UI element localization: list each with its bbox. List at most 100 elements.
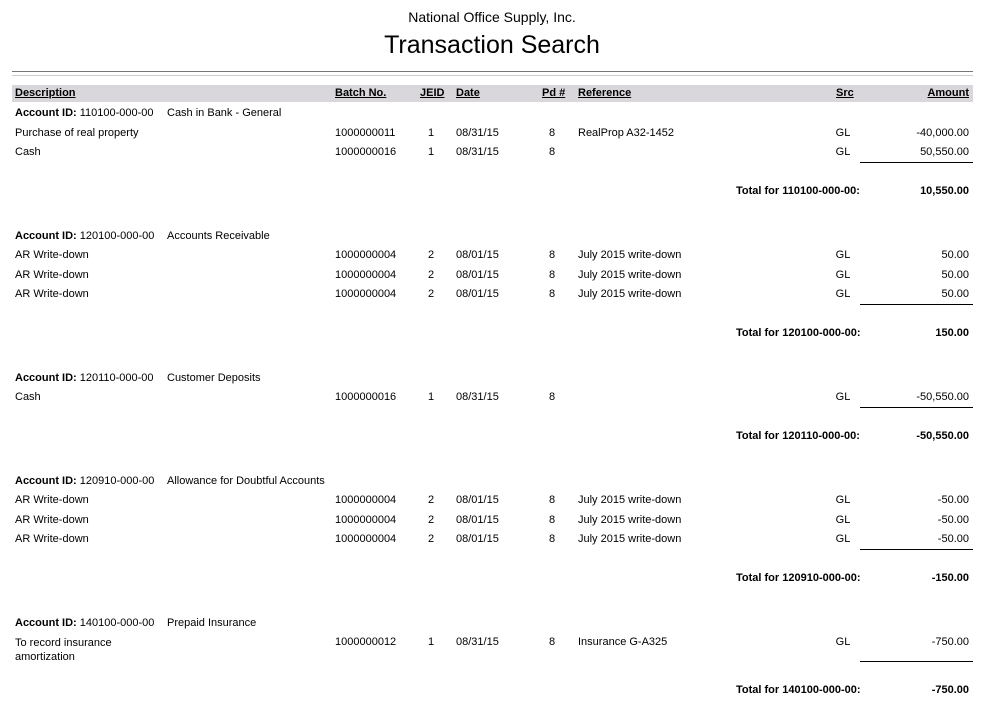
cell-pd: 8 <box>548 126 556 139</box>
total-label: Total for 120910-000-00: <box>736 571 861 584</box>
cell-jeid: 2 <box>427 513 435 526</box>
account-id-label: Account ID: 140100-000-00 <box>15 617 154 629</box>
cell-pd: 8 <box>548 513 556 526</box>
cell-pd: 8 <box>548 249 556 261</box>
account-name: Cash in Bank - General <box>167 107 282 119</box>
cell-jeid: 2 <box>427 268 435 281</box>
cell-batch: 1000000004 <box>335 268 397 281</box>
account-total-row: Total for 120910-000-00: -150.00 <box>0 569 988 589</box>
account-total-row: Total for 140100-000-00: -750.00 <box>0 681 988 701</box>
total-label: Total for 140100-000-00: <box>736 684 861 696</box>
account-total-row: Total for 120100-000-00: 150.00 <box>0 324 988 344</box>
cell-description: AR Write-down <box>15 288 89 300</box>
report-body: Account ID: 110100-000-00 Cash in Bank - G… <box>0 104 988 701</box>
account-header: Account ID: 110100-000-00 Cash in Bank - G… <box>0 104 988 124</box>
cell-date: 08/01/15 <box>456 249 499 261</box>
column-header-reference[interactable]: Reference <box>578 87 632 99</box>
account-id-label: Account ID: 120110-000-00 <box>15 372 154 384</box>
account-label-text: Account ID: <box>15 107 77 119</box>
cell-amount: -50.00 <box>937 494 969 506</box>
cell-pd: 8 <box>548 391 556 403</box>
underline-rule <box>860 406 973 408</box>
cell-amount: -750.00 <box>931 636 969 648</box>
cell-date: 08/01/15 <box>456 533 499 545</box>
table-row: Purchase of real property 1000000011 1 08/3… <box>0 124 988 144</box>
cell-description: AR Write-down <box>15 268 89 281</box>
cell-description: AR Write-down <box>15 494 89 506</box>
column-header-date[interactable]: Date <box>456 87 480 99</box>
table-row: AR Write-down 1000000004 2 08/01/15 8 July 20… <box>0 530 988 550</box>
account-id-label: Account ID: 120910-000-00 <box>15 475 154 487</box>
cell-description: AR Write-down <box>15 533 89 545</box>
cell-date: 08/31/15 <box>456 146 499 158</box>
total-amount: -150.00 <box>931 571 969 584</box>
underline-rule <box>860 548 973 550</box>
cell-amount: 50.00 <box>941 249 969 261</box>
account-label-text: Account ID: <box>15 229 77 242</box>
cell-src: GL <box>835 513 851 526</box>
cell-date: 08/01/15 <box>456 494 499 506</box>
cell-jeid: 1 <box>427 126 435 139</box>
cell-amount: 50,550.00 <box>920 146 969 158</box>
cell-batch: 1000000004 <box>335 513 397 526</box>
section-gap <box>0 447 988 472</box>
total-amount: 10,550.00 <box>920 184 969 197</box>
cell-pd: 8 <box>548 288 556 300</box>
section-gap <box>0 202 988 227</box>
report-title: Transaction Search <box>384 31 600 59</box>
table-row: AR Write-down 1000000004 2 08/01/15 8 July 20… <box>0 266 988 286</box>
cell-date: 08/01/15 <box>456 268 499 281</box>
cell-batch: 1000000012 <box>335 636 397 648</box>
cell-amount: 50.00 <box>941 268 969 281</box>
column-header-jeid[interactable]: JEID <box>420 87 445 99</box>
table-row: AR Write-down 1000000004 2 08/01/15 8 July 20… <box>0 246 988 266</box>
cell-jeid: 1 <box>427 391 435 403</box>
account-header: Account ID: 140100-000-00 Prepaid Insuranc… <box>0 614 988 634</box>
account-id-label: Account ID: 110100-000-00 <box>15 107 154 119</box>
cell-date: 08/01/15 <box>456 288 499 300</box>
table-row: AR Write-down 1000000004 2 08/01/15 8 July 20… <box>0 285 988 305</box>
cell-src: GL <box>835 268 851 281</box>
column-header-amount[interactable]: Amount <box>927 87 969 99</box>
cell-reference: July 2015 write-down <box>578 494 682 506</box>
cell-date: 08/31/15 <box>456 391 499 403</box>
cell-description: AR Write-down <box>15 249 89 261</box>
cell-jeid: 1 <box>427 636 435 648</box>
cell-description: AR Write-down <box>15 513 89 526</box>
cell-src: GL <box>835 146 851 158</box>
total-label: Total for 120100-000-00: <box>736 326 861 339</box>
total-amount: -50,550.00 <box>916 429 969 442</box>
cell-date: 08/01/15 <box>456 513 499 526</box>
cell-jeid: 1 <box>427 146 435 158</box>
column-header-src[interactable]: Src <box>836 87 854 99</box>
total-amount: -750.00 <box>931 684 969 696</box>
column-header-description[interactable]: Description <box>15 87 76 99</box>
underline-rule <box>860 303 973 305</box>
cell-reference: July 2015 write-down <box>578 533 682 545</box>
table-row: Cash 1000000016 1 08/31/15 8 GL 50,550.00 <box>0 143 988 163</box>
cell-src: GL <box>835 636 851 648</box>
account-label-text: Account ID: <box>15 616 77 629</box>
underline-rule <box>860 661 973 662</box>
column-header-row: Description Batch No. JEID Date Pd # Ref… <box>12 85 973 102</box>
cell-description: Cash <box>15 391 41 403</box>
section-gap <box>0 589 988 614</box>
account-id: 140100-000-00 <box>79 616 155 629</box>
cell-amount: -50.00 <box>937 533 969 545</box>
account-label-text: Account ID: <box>15 371 77 384</box>
column-header-pd[interactable]: Pd # <box>542 87 566 99</box>
cell-date: 08/31/15 <box>456 636 499 648</box>
section-gap <box>0 344 988 369</box>
account-id-label: Account ID: 120100-000-00 <box>15 230 154 242</box>
cell-src: GL <box>835 494 851 506</box>
cell-reference: July 2015 write-down <box>578 513 682 526</box>
column-header-batch[interactable]: Batch No. <box>335 87 387 99</box>
divider <box>12 71 973 72</box>
cell-description: To record insurance amortization <box>15 637 112 663</box>
cell-batch: 1000000011 <box>335 126 396 139</box>
cell-date: 08/31/15 <box>456 126 499 139</box>
cell-jeid: 2 <box>427 288 435 300</box>
account-header: Account ID: 120910-000-00 Allowance for Do… <box>0 472 988 492</box>
cell-pd: 8 <box>548 268 556 281</box>
cell-batch: 1000000004 <box>335 533 397 545</box>
